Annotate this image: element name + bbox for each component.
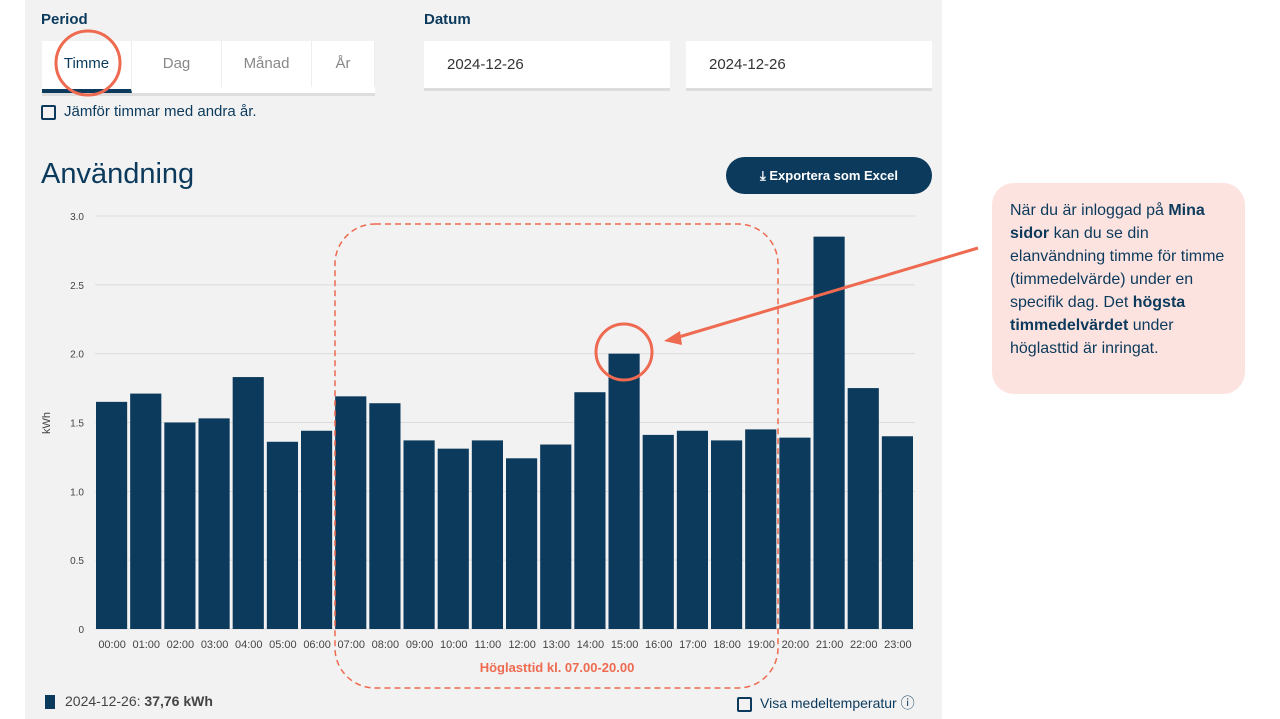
peak-hours-label: Höglasttid kl. 07.00-20.00 [480, 660, 635, 675]
bar-16:00[interactable] [642, 434, 674, 629]
x-tick-label: 09:00 [406, 639, 434, 651]
callout-note: När du är inloggad på Mina sidor kan du … [992, 183, 1245, 394]
bar-11:00[interactable] [471, 440, 503, 629]
export-excel-button[interactable]: ⤓ Exportera som Excel [726, 157, 932, 194]
page-title: Användning [41, 158, 195, 190]
bar-12:00[interactable] [506, 458, 538, 629]
bar-22:00[interactable] [847, 388, 879, 629]
tab-timme[interactable]: Timme [42, 41, 132, 93]
x-tick-label: 21:00 [816, 639, 844, 651]
bar-06:00[interactable] [301, 430, 333, 629]
x-tick-label: 13:00 [542, 639, 570, 651]
y-tick-label: 2.0 [70, 350, 84, 361]
bar-02:00[interactable] [164, 422, 196, 630]
bar-15:00[interactable] [608, 353, 640, 629]
x-tick-label: 16:00 [645, 639, 673, 651]
bar-18:00[interactable] [711, 440, 743, 629]
chart-legend: 2024-12-26: 37,76 kWh [45, 693, 213, 710]
x-tick-label: 08:00 [372, 639, 400, 651]
x-tick-label: 19:00 [747, 639, 775, 651]
x-tick-label: 22:00 [850, 639, 878, 651]
compare-checkbox[interactable]: Jämför timmar med andra år. [41, 103, 257, 120]
x-tick-label: 15:00 [611, 639, 639, 651]
x-tick-label: 14:00 [577, 639, 605, 651]
x-tick-label: 06:00 [303, 639, 331, 651]
x-tick-label: 17:00 [679, 639, 707, 651]
period-label: Period [41, 11, 88, 28]
date-to-field[interactable]: 2024-12-26 [686, 41, 932, 88]
info-icon[interactable]: ⓘ [900, 695, 915, 711]
y-tick-label: 3.0 [70, 212, 84, 223]
x-tick-label: 11:00 [475, 639, 502, 651]
bar-08:00[interactable] [369, 403, 401, 629]
bar-20:00[interactable] [779, 437, 811, 629]
arrow-head [664, 331, 682, 345]
x-tick-label: 07:00 [337, 639, 365, 651]
bar-21:00[interactable] [813, 236, 845, 629]
bar-14:00[interactable] [574, 392, 606, 629]
tab-highlight-circle [54, 29, 122, 97]
bar-09:00[interactable] [403, 440, 435, 629]
tab-dag[interactable]: Dag [132, 41, 222, 87]
download-icon: ⤓ [760, 168, 770, 183]
x-tick-label: 01:00 [132, 639, 160, 651]
y-tick-label: 0.5 [70, 556, 84, 567]
x-tick-label: 10:00 [440, 639, 468, 651]
checkbox-icon [41, 104, 56, 120]
y-tick-label: 2.5 [70, 281, 84, 292]
datum-label: Datum [424, 11, 471, 28]
bar-13:00[interactable] [540, 444, 572, 629]
bar-17:00[interactable] [676, 430, 708, 629]
bar-10:00[interactable] [437, 448, 469, 629]
bar-07:00[interactable] [335, 396, 367, 629]
peak-hours-box [334, 223, 779, 689]
bar-19:00[interactable] [745, 429, 777, 629]
peak-bar-circle [594, 322, 654, 382]
y-tick-label: 1.0 [70, 487, 84, 498]
y-tick-label: 0 [78, 625, 84, 636]
x-tick-label: 12:00 [508, 639, 536, 651]
x-tick-label: 00:00 [98, 639, 126, 651]
bar-00:00[interactable] [96, 401, 128, 629]
tab-manad[interactable]: Månad [222, 41, 312, 87]
bar-23:00[interactable] [881, 436, 913, 629]
x-tick-label: 05:00 [269, 639, 297, 651]
bar-03:00[interactable] [198, 418, 230, 629]
period-tabs: Timme Dag Månad År [42, 41, 375, 93]
x-tick-label: 02:00 [167, 639, 195, 651]
y-tick-label: 1.5 [70, 419, 84, 430]
bar-01:00[interactable] [130, 393, 162, 629]
x-tick-label: 23:00 [884, 639, 912, 651]
date-from-field[interactable]: 2024-12-26 [424, 41, 670, 88]
x-tick-label: 04:00 [235, 639, 263, 651]
bar-04:00[interactable] [232, 377, 264, 629]
bar-05:00[interactable] [266, 441, 298, 629]
x-tick-label: 18:00 [713, 639, 741, 651]
legend-swatch [45, 695, 55, 710]
x-tick-label: 20:00 [782, 639, 810, 651]
tab-ar[interactable]: År [312, 41, 375, 87]
callout-arrow [671, 246, 979, 341]
y-axis-label: kWh [41, 412, 53, 434]
x-tick-label: 03:00 [201, 639, 229, 651]
temperature-toggle[interactable]: Visa medeltemperatur ⓘ [737, 693, 915, 713]
